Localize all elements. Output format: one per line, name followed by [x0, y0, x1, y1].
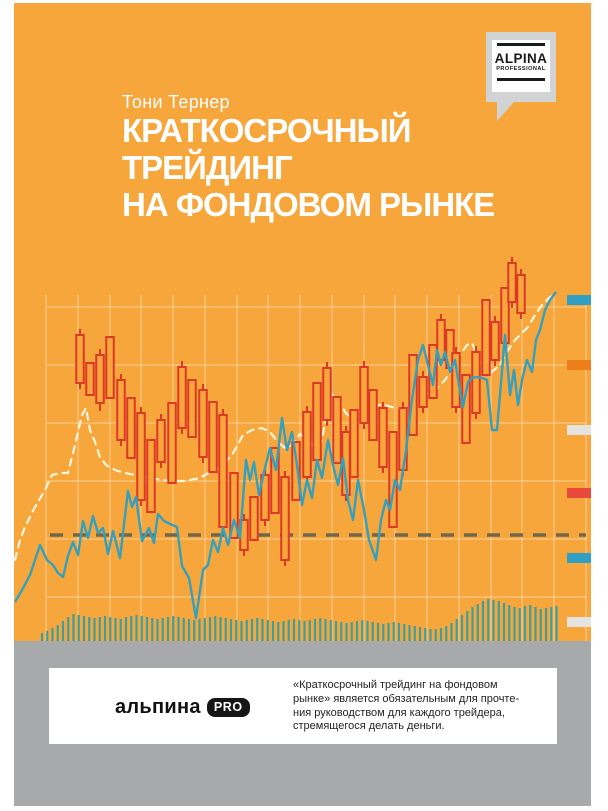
logo-bottom-rule	[497, 78, 545, 81]
price-line	[14, 291, 557, 620]
quote-line-3: ния руководством для каждого трейдера,	[293, 706, 505, 719]
publisher-footer: альпина PRO «Краткосрочный трейдинг на ф…	[49, 668, 557, 744]
alpina-sub-wordmark: PROFESSIONAL	[496, 66, 546, 72]
alpina-logo-plate: ALPINA PROFESSIONAL	[492, 40, 550, 92]
book-quote: «Краткосрочный трейдинг на фондовом рынк…	[293, 679, 519, 734]
speech-bubble-icon: ALPINA PROFESSIONAL	[486, 32, 556, 102]
speech-bubble-tail-icon	[497, 102, 514, 121]
stock-chart	[14, 257, 591, 641]
alpina-wordmark: ALPINA	[494, 51, 548, 66]
side-tab	[567, 295, 591, 305]
title-line-2: ТРЕЙДИНГ	[122, 149, 293, 186]
alpina-pro-wordmark: альпина	[115, 696, 201, 718]
alpina-pro-logo: альпина PRO	[115, 696, 250, 719]
quote-line-4: стремящегося делать деньги.	[293, 720, 445, 733]
side-tab	[567, 553, 591, 563]
side-tab	[567, 425, 591, 435]
side-tabs	[567, 295, 591, 627]
alpina-professional-logo: ALPINA PROFESSIONAL	[486, 32, 556, 122]
side-tab	[567, 488, 591, 498]
author-name: Тони Тернер	[122, 92, 230, 112]
side-tab	[567, 617, 591, 627]
volume-bars	[40, 599, 558, 641]
book-title: КРАТКОСРОЧНЫЙ ТРЕЙДИНГ НА ФОНДОВОМ РЫНКЕ	[122, 112, 495, 223]
quote-line-2: рынке» является обязательным для прочте-	[293, 692, 520, 705]
logo-top-rule	[497, 43, 545, 46]
side-tab	[567, 360, 591, 370]
book-cover: Тони Тернер КРАТКОСРОЧНЫЙ ТРЕЙДИНГ НА ФО…	[14, 3, 591, 806]
pro-badge: PRO	[206, 698, 250, 717]
title-line-1: КРАТКОСРОЧНЫЙ	[122, 112, 412, 149]
title-line-3: НА ФОНДОВОМ РЫНКЕ	[122, 186, 495, 223]
quote-line-1: «Краткосрочный трейдинг на фондовом	[293, 679, 498, 691]
